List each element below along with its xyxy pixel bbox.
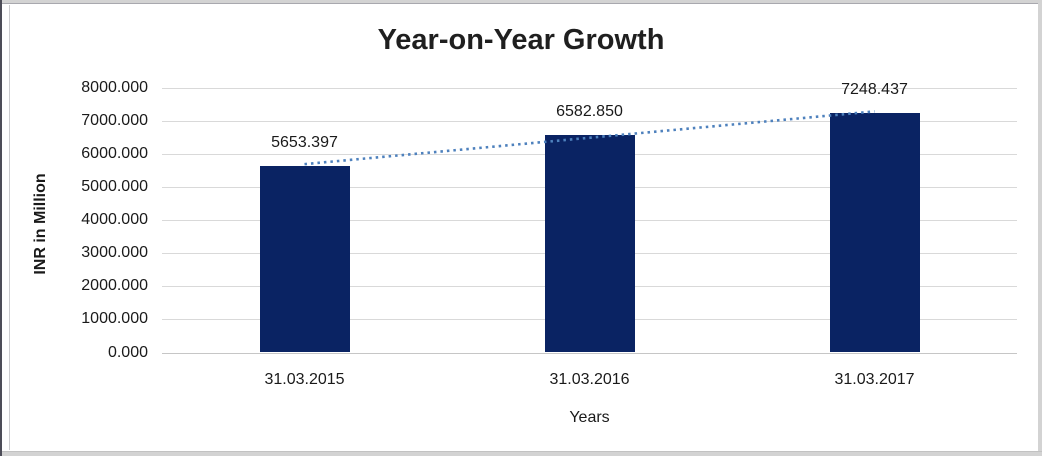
y-tick-label: 4000.000 bbox=[81, 211, 148, 229]
bar-31.03.2016 bbox=[544, 134, 635, 353]
data-label: 6582.850 bbox=[556, 102, 623, 120]
y-tick-label: 6000.000 bbox=[81, 145, 148, 163]
y-tick-label: 7000.000 bbox=[81, 112, 148, 130]
y-tick-label: 2000.000 bbox=[81, 277, 148, 295]
page-edge-right bbox=[1038, 0, 1042, 456]
x-axis-line bbox=[162, 352, 1017, 354]
y-tick-label: 1000.000 bbox=[81, 310, 148, 328]
page-edge-left-inner bbox=[9, 5, 10, 450]
chart-title: Year-on-Year Growth bbox=[377, 24, 665, 56]
bar-31.03.2015 bbox=[259, 165, 350, 353]
page-edge-left bbox=[0, 0, 2, 456]
y-tick-label: 0.000 bbox=[107, 343, 148, 361]
bar-31.03.2017 bbox=[829, 112, 920, 353]
x-axis-title: Years bbox=[569, 409, 610, 426]
x-tick-label: 31.03.2017 bbox=[834, 371, 915, 388]
x-tick-label: 31.03.2016 bbox=[549, 371, 630, 388]
gridline bbox=[162, 88, 1017, 89]
x-tick-label: 31.03.2015 bbox=[264, 371, 345, 388]
y-tick-label: 5000.000 bbox=[81, 178, 148, 196]
y-tick-label: 8000.000 bbox=[81, 79, 148, 96]
data-label: 5653.397 bbox=[271, 133, 338, 151]
page-edge-top bbox=[0, 0, 1042, 4]
data-label: 7248.437 bbox=[841, 80, 908, 98]
page-edge-bottom bbox=[0, 451, 1042, 456]
y-tick-label: 3000.000 bbox=[81, 244, 148, 262]
